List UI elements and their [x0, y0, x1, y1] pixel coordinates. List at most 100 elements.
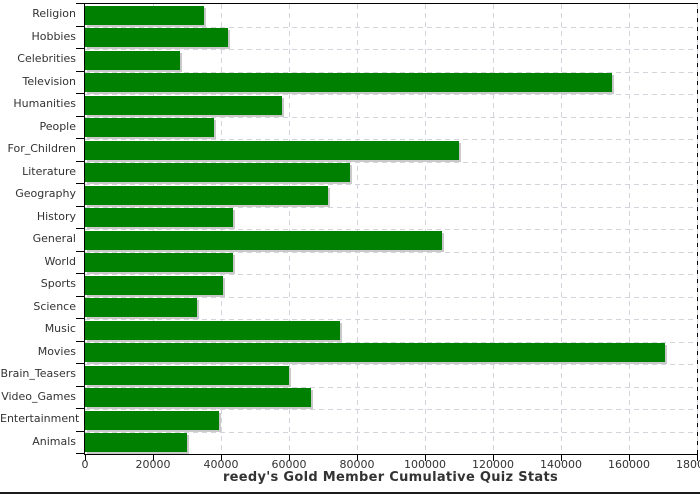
bottom-divider [0, 492, 700, 494]
x-axis-tick [629, 454, 630, 461]
y-axis-tick [76, 3, 84, 4]
horizontal-gridline [85, 387, 697, 388]
x-axis-tick-label: 180000 [676, 458, 700, 471]
y-axis-tick [76, 341, 84, 342]
x-axis-tick [153, 454, 154, 461]
bar-geography [85, 186, 328, 205]
category-label-world: World [44, 255, 76, 268]
y-axis-tick [76, 453, 84, 454]
horizontal-gridline [85, 162, 697, 163]
bar-animals [85, 433, 187, 452]
bar-for_children [85, 141, 459, 160]
y-axis-tick [76, 116, 84, 117]
x-axis-tick [221, 454, 222, 461]
y-axis-tick [76, 408, 84, 409]
y-axis-tick [76, 363, 84, 364]
category-label-general: General [32, 232, 76, 245]
bar-religion [85, 6, 204, 25]
category-label-sports: Sports [40, 277, 76, 290]
horizontal-gridline [85, 297, 697, 298]
horizontal-gridline [85, 72, 697, 73]
x-axis-tick-label: 40000 [203, 458, 239, 471]
category-label-brain_teasers: Brain_Teasers [0, 367, 76, 380]
bar-world [85, 253, 233, 272]
category-label-science: Science [33, 300, 76, 313]
horizontal-gridline [85, 229, 697, 230]
horizontal-gridline [85, 117, 697, 118]
y-axis-tick [76, 71, 84, 72]
category-label-people: People [39, 120, 76, 133]
bar-television [85, 73, 612, 92]
y-axis-tick [76, 251, 84, 252]
y-axis-tick [76, 273, 84, 274]
x-axis-tick-label: 60000 [271, 458, 307, 471]
category-label-animals: Animals [32, 435, 76, 448]
horizontal-gridline [85, 409, 697, 410]
category-label-television: Television [22, 75, 77, 88]
category-label-religion: Religion [32, 7, 76, 20]
horizontal-gridline [85, 274, 697, 275]
bar-sports [85, 276, 223, 295]
horizontal-gridline [85, 252, 697, 253]
plot-area [84, 3, 698, 455]
y-axis-tick [76, 93, 84, 94]
horizontal-gridline [85, 94, 697, 95]
bar-hobbies [85, 28, 228, 47]
y-axis-tick [76, 228, 84, 229]
x-axis-tick [425, 454, 426, 461]
category-label-entertainment: Entertainment [0, 412, 80, 425]
y-axis-tick [76, 206, 84, 207]
x-axis-tick [493, 454, 494, 461]
bar-general [85, 231, 442, 250]
vertical-gridline [697, 4, 698, 454]
horizontal-gridline [85, 184, 697, 185]
x-axis-tick-label: 160000 [608, 458, 650, 471]
chart-title: reedy's Gold Member Cumulative Quiz Stat… [222, 470, 559, 485]
horizontal-gridline [85, 364, 697, 365]
horizontal-gridline [85, 139, 697, 140]
bar-movies [85, 343, 665, 362]
x-axis-tick [561, 454, 562, 461]
y-axis-tick [76, 138, 84, 139]
y-axis-tick [76, 296, 84, 297]
x-axis-tick-label: 120000 [472, 458, 514, 471]
category-label-geography: Geography [15, 187, 76, 200]
bar-humanities [85, 96, 282, 115]
bar-history [85, 208, 233, 227]
x-axis-tick-label: 100000 [404, 458, 446, 471]
horizontal-gridline [85, 432, 697, 433]
x-axis-tick [697, 454, 698, 461]
y-axis-tick [76, 386, 84, 387]
y-axis-tick [76, 318, 84, 319]
bar-literature [85, 163, 350, 182]
y-axis-tick [76, 183, 84, 184]
category-label-for_children: For_Children [7, 142, 76, 155]
bar-celebrities [85, 51, 180, 70]
x-axis-tick-label: 140000 [540, 458, 582, 471]
bar-video_games [85, 388, 311, 407]
x-axis-tick-label: 0 [81, 458, 89, 471]
bar-science [85, 298, 197, 317]
category-label-video_games: Video_Games [1, 390, 76, 403]
y-axis-tick [76, 48, 84, 49]
horizontal-gridline [85, 319, 697, 320]
x-axis-tick-label: 20000 [135, 458, 171, 471]
bar-people [85, 118, 214, 137]
category-label-humanities: Humanities [13, 97, 76, 110]
x-axis-tick [357, 454, 358, 461]
y-axis-tick [76, 26, 84, 27]
y-axis-tick [76, 161, 84, 162]
horizontal-gridline [85, 49, 697, 50]
y-axis-tick [76, 431, 84, 432]
x-axis-tick-label: 80000 [339, 458, 375, 471]
bar-entertainment [85, 411, 219, 430]
bar-brain_teasers [85, 366, 289, 385]
horizontal-gridline [85, 27, 697, 28]
horizontal-gridline [85, 342, 697, 343]
category-label-hobbies: Hobbies [31, 30, 76, 43]
bar-music [85, 321, 340, 340]
category-label-music: Music [44, 322, 76, 335]
category-label-literature: Literature [22, 165, 76, 178]
category-label-celebrities: Celebrities [17, 52, 76, 65]
